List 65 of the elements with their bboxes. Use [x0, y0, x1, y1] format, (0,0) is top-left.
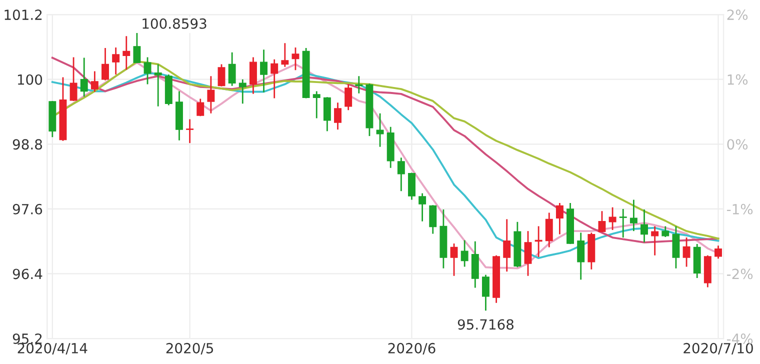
candlestick [70, 56, 78, 102]
candlestick [714, 244, 722, 260]
annotation: 95.7168 [458, 319, 514, 330]
candlestick [122, 35, 130, 70]
candlestick [323, 96, 331, 132]
y-tick-label: 101.2 [4, 10, 42, 20]
candlestick [144, 56, 152, 85]
candlestick [524, 230, 532, 277]
x-tick-label: 2020/4/14 [18, 342, 88, 355]
candlestick [429, 204, 437, 234]
y2-tick-label: 0% [727, 139, 748, 150]
candlestick [503, 218, 511, 272]
y-tick-label: 98.8 [12, 139, 42, 150]
candlestick [196, 98, 204, 117]
candlestick [376, 112, 384, 148]
candlestick [260, 48, 268, 94]
candlestick [218, 64, 226, 88]
y2-tick-label: 1% [728, 74, 748, 85]
candlestick [662, 226, 670, 238]
candlestick [482, 274, 490, 312]
candlestick [619, 208, 627, 238]
x-tick-label: 2020/6 [388, 342, 436, 355]
y2-tick-label: -2% [726, 268, 753, 280]
candlestick [270, 58, 278, 99]
candlestick [292, 46, 300, 71]
x-tick-label: 2020/5 [166, 342, 214, 355]
candlestick [228, 52, 236, 87]
candlestick [408, 172, 416, 200]
candlestick [608, 206, 616, 231]
candlestick [640, 208, 648, 244]
candlestick [334, 102, 342, 130]
candlestick [133, 32, 141, 64]
candlestick [312, 90, 320, 119]
candlestick [418, 192, 426, 222]
annotation: 100.8593 [142, 18, 206, 29]
candlestick [207, 75, 215, 114]
y2-tick-label: -1% [726, 204, 753, 214]
candlestick [238, 78, 246, 104]
candlestick [80, 57, 88, 98]
candlestick [344, 84, 352, 111]
candlestick [630, 199, 638, 232]
candlestick [651, 226, 659, 256]
y2-tick-label: 2% [727, 10, 748, 20]
y2-tick-label: -4% [726, 333, 753, 344]
candlestick [545, 212, 553, 248]
y-tick-label: 96.4 [12, 268, 42, 280]
y-tick-label: 95.2 [12, 333, 42, 344]
y-tick-label: 100 [18, 74, 42, 85]
candlestick [577, 232, 585, 280]
candlestick [598, 210, 606, 233]
y-tick-label: 97.6 [12, 204, 42, 214]
candlestick [186, 118, 194, 144]
candlestick [397, 156, 405, 192]
candlestick [682, 236, 690, 268]
candlestick [672, 226, 680, 270]
candlestick [112, 46, 120, 76]
candlestick [102, 47, 109, 82]
candlestick [90, 70, 98, 92]
candlestick [460, 240, 468, 268]
candlestick [450, 242, 458, 277]
x-tick-label: 2020/7/10 [684, 342, 753, 355]
candlestick [556, 202, 564, 236]
candlestick [154, 64, 162, 108]
candlestick [249, 56, 257, 95]
candlestick [281, 42, 289, 68]
